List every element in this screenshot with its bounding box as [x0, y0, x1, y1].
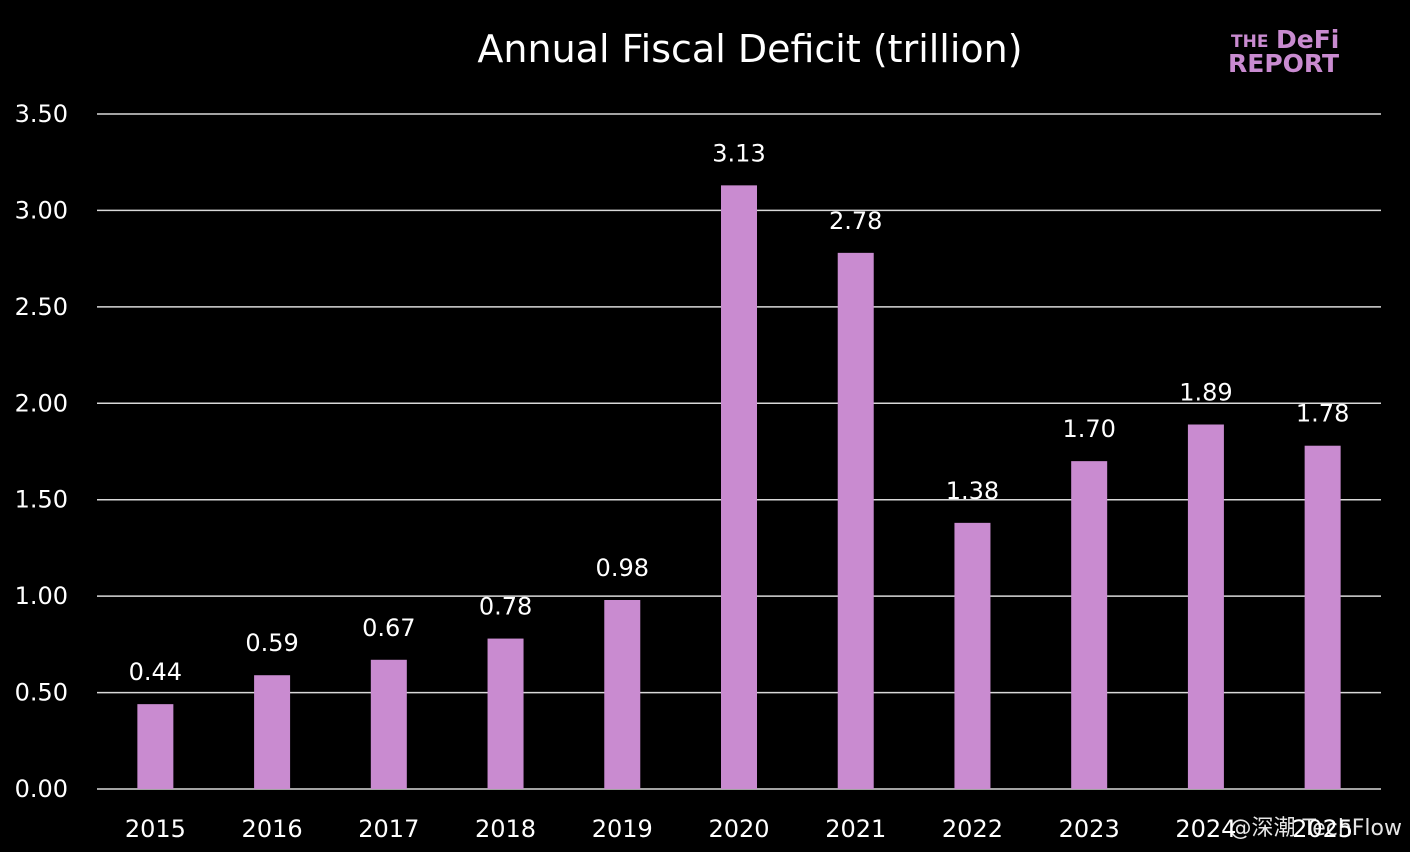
data-label-2016: 0.59 — [245, 629, 298, 657]
y-tick-label: 1.50 — [15, 486, 68, 514]
data-label-2022: 1.38 — [946, 477, 999, 505]
data-label-2017: 0.67 — [362, 614, 415, 642]
bar-2017 — [370, 659, 407, 789]
x-tick-label: 2024 — [1175, 815, 1236, 843]
data-label-2020: 3.13 — [712, 139, 765, 167]
bar-2021 — [837, 252, 874, 789]
x-tick-label: 2017 — [358, 815, 419, 843]
bar-2022 — [954, 522, 991, 789]
y-tick-label: 3.50 — [15, 100, 68, 128]
x-tick-label: 2018 — [475, 815, 536, 843]
y-tick-label: 0.50 — [15, 679, 68, 707]
y-tick-label: 1.00 — [15, 582, 68, 610]
x-tick-label: 2019 — [592, 815, 653, 843]
x-axis-ticks: 2015 2016 2017 2018 2019 2020 2021 2022 2023 2024… — [125, 815, 1353, 843]
y-tick-label: 2.00 — [15, 389, 68, 417]
y-tick-label: 0.00 — [15, 775, 68, 803]
defi-report-logo: THE DeFi REPORT — [1228, 25, 1339, 78]
bar-2018 — [487, 638, 524, 789]
data-labels: 0.44 0.59 0.67 0.78 0.98 3.13 2.78 1.38 1.70 1.89… — [129, 139, 1350, 686]
bar-2020 — [721, 185, 757, 789]
watermark: @深潮 TechFlow — [1230, 816, 1403, 841]
y-axis-ticks: 0.00 0.50 1.00 1.50 2.00 2.50 3.00 3.50 — [15, 100, 68, 803]
x-tick-label: 2022 — [942, 815, 1003, 843]
y-tick-label: 3.00 — [15, 196, 68, 224]
x-tick-label: 2015 — [125, 815, 186, 843]
logo-the: THE — [1231, 32, 1268, 52]
y-tick-label: 2.50 — [15, 293, 68, 321]
x-tick-label: 2025 — [1292, 815, 1353, 843]
bar-2025 — [1304, 445, 1341, 789]
data-label-2023: 1.70 — [1062, 415, 1115, 443]
bar-2015 — [137, 704, 174, 789]
data-label-2018: 0.78 — [479, 593, 532, 621]
data-label-2024: 1.89 — [1179, 379, 1232, 407]
x-tick-label: 2016 — [242, 815, 303, 843]
bar-2019 — [604, 600, 641, 789]
logo-defi: DeFi — [1276, 25, 1339, 54]
bar-2024 — [1187, 424, 1224, 789]
bars — [137, 185, 1341, 789]
bar-2023 — [1071, 461, 1108, 789]
x-tick-label: 2021 — [825, 815, 886, 843]
data-label-2019: 0.98 — [596, 554, 649, 582]
bar-2016 — [254, 675, 291, 789]
x-tick-label: 2023 — [1059, 815, 1120, 843]
x-tick-label: 2020 — [708, 815, 769, 843]
data-label-2021: 2.78 — [829, 207, 882, 235]
logo-report: REPORT — [1228, 49, 1339, 78]
data-label-2015: 0.44 — [129, 658, 182, 686]
data-label-2025: 1.78 — [1296, 400, 1349, 428]
chart-title: Annual Fiscal Deficit (trillion) — [477, 27, 1022, 71]
